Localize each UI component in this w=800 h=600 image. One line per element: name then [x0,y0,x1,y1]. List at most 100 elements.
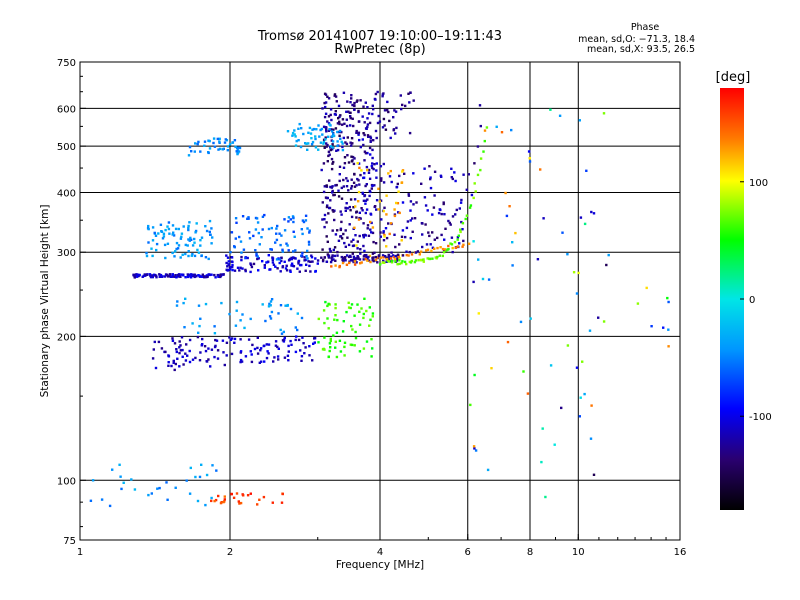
data-point [272,263,276,266]
data-point [340,220,343,224]
data-point [401,229,405,232]
data-point [283,336,286,340]
data-point [218,147,222,151]
data-point [348,260,351,263]
data-point [314,135,317,138]
data-point [340,237,344,240]
data-point [281,248,284,251]
data-point [329,199,332,202]
data-point [395,126,398,130]
data-point [174,486,177,489]
data-point [454,179,457,183]
data-point [333,254,336,258]
data-point [240,258,243,262]
data-point [381,126,385,129]
data-point [353,185,357,188]
data-point [344,209,347,212]
data-point [365,127,368,130]
data-point [231,263,234,267]
data-point [431,246,435,249]
data-point [393,213,397,216]
data-point [209,365,212,368]
data-point [323,146,326,149]
data-point [190,254,193,257]
data-point [167,227,171,231]
data-point [393,258,397,261]
data-point [167,361,170,364]
data-point [566,253,569,256]
data-point [108,504,112,508]
data-point [349,209,352,212]
data-point [208,139,211,143]
data-point [308,229,311,232]
data-point [221,339,225,342]
data-point [367,255,370,259]
data-point [468,206,472,209]
data-point [366,151,369,155]
data-point [385,236,389,240]
data-point [407,194,411,197]
data-point [357,218,361,221]
data-point [322,162,326,165]
data-point [249,317,252,321]
data-point [235,300,239,304]
data-point [340,197,344,200]
data-point [347,243,351,247]
data-point [187,226,190,230]
data-point [425,249,428,252]
data-point [485,126,489,129]
data-point [341,148,345,152]
data-point [304,219,308,222]
data-point [267,254,270,257]
data-point [337,189,340,192]
data-point [133,276,136,279]
data-point [549,364,553,367]
data-point [583,392,586,396]
data-point [338,179,341,183]
data-point [343,354,346,357]
data-point [195,222,198,225]
data-point [331,254,334,257]
data-point [141,275,144,278]
data-point [275,258,279,261]
data-point [374,258,378,262]
data-point [275,227,278,230]
data-point [326,204,329,207]
data-point [292,250,295,253]
data-point [321,201,324,204]
data-point [194,274,197,278]
data-point [206,275,209,278]
data-point [148,273,152,276]
data-point [362,236,365,239]
data-point [408,131,412,135]
data-point [353,101,356,105]
data-point [263,266,266,269]
data-point [153,340,156,344]
data-point [267,352,270,355]
data-point [592,212,596,215]
colorbar-tick-label: 0 [749,295,755,306]
data-point [342,166,346,169]
data-point [400,261,403,265]
data-point [323,92,327,95]
data-point [336,318,339,322]
data-point [341,118,345,121]
data-point [366,198,369,201]
data-point [337,117,340,120]
axes: 1 2 4 6 8 10 16 75 100 200 300 400 500 600 750 [57,58,686,558]
data-point [356,255,359,258]
data-point [445,249,448,252]
data-point [149,275,153,279]
data-point [333,193,336,197]
data-point [270,226,273,230]
data-point [394,245,397,249]
data-point [239,240,243,243]
data-point [218,140,221,143]
data-point [171,224,175,227]
data-point [374,129,378,133]
data-point [306,227,309,230]
data-point [181,355,184,358]
data-point [330,128,333,131]
data-point [321,107,324,110]
data-point [328,123,331,126]
